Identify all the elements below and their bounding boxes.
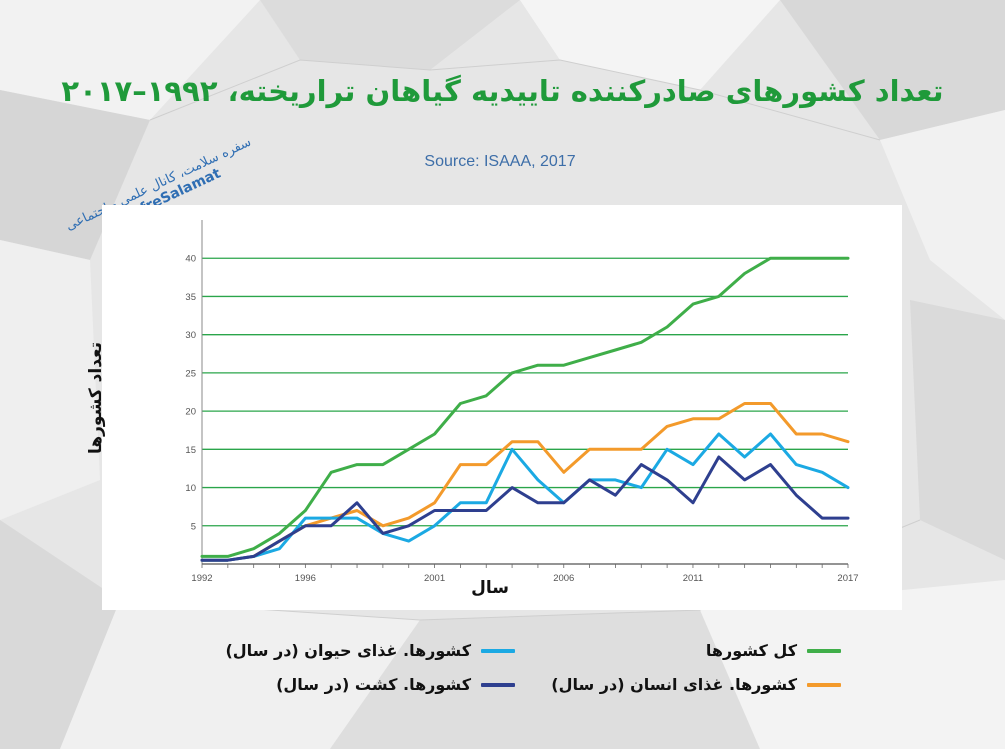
y-axis-label: تعداد کشورها <box>86 341 106 455</box>
chart-title: تعداد کشورهای صادرکننده تاییدیه گیاهان ت… <box>61 74 944 108</box>
x-tick-label-2001: 2001 <box>424 573 445 584</box>
legend-swatch-animal-feed <box>481 648 515 653</box>
legend-swatch-cultivation <box>481 682 515 687</box>
legend-total: کل کشورها <box>706 641 841 660</box>
x-tick-label-2006: 2006 <box>553 573 574 584</box>
y-tick-label-35: 35 <box>185 292 196 303</box>
y-tick-label-25: 25 <box>185 368 196 379</box>
y-tick-label-20: 20 <box>185 407 196 418</box>
legend-label-animal-feed: کشورها. غذای حیوان (در سال) <box>225 641 471 660</box>
legend-swatch-total <box>807 648 841 653</box>
x-tick-label-1996: 1996 <box>295 573 316 584</box>
line-chart: 5 10 15 20 25 30 35 40 1992 1996 2001 2006 2011 2017 <box>185 220 859 584</box>
chart-panel: 5 10 15 20 25 30 35 40 1992 1996 2001 2006 2011 2017 <box>102 205 902 610</box>
series-line-cultivation <box>200 455 850 562</box>
series-line-animal-feed <box>200 432 850 562</box>
y-tick-label-30: 30 <box>185 330 196 341</box>
y-tick-label-10: 10 <box>185 483 196 494</box>
chart-source: Source: ISAAA, 2017 <box>424 153 576 170</box>
x-tick-label-2017: 2017 <box>837 573 858 584</box>
y-tick-label-40: 40 <box>185 254 196 265</box>
legend-animal-feed: کشورها. غذای حیوان (در سال) <box>225 641 515 660</box>
series-line-human-food <box>200 402 850 562</box>
y-tick-label-15: 15 <box>185 445 196 456</box>
series-line-total <box>200 256 850 558</box>
legend-label-human-food: کشورها. غذای انسان (در سال) <box>551 675 797 694</box>
legend-label-total: کل کشورها <box>705 641 797 660</box>
y-tick-label-5: 5 <box>191 521 196 532</box>
x-tick-label-1992: 1992 <box>191 573 212 584</box>
x-axis-label: سال <box>471 578 509 598</box>
legend-swatch-human-food <box>807 682 841 687</box>
x-tick-label-2011: 2011 <box>683 573 703 584</box>
legend-human-food: کشورها. غذای انسان (در سال) <box>551 675 841 694</box>
legend-cultivation: کشورها. کشت (در سال) <box>276 675 515 694</box>
legend-label-cultivation: کشورها. کشت (در سال) <box>276 675 471 694</box>
